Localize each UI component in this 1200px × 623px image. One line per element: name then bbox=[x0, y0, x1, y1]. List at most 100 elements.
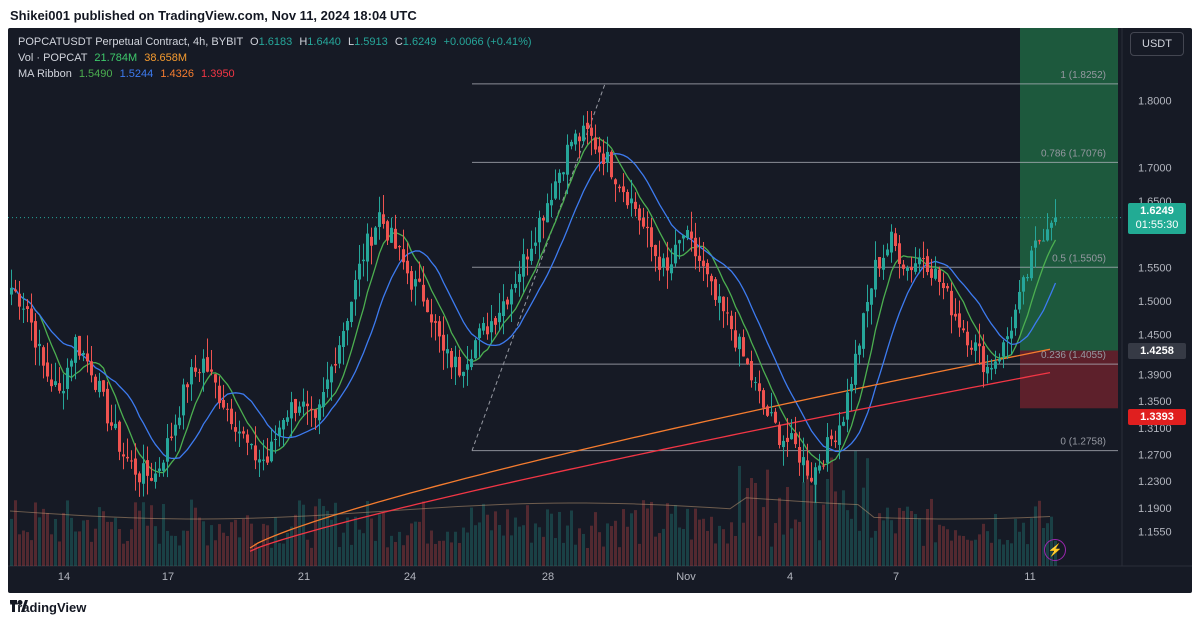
volume-bar bbox=[582, 533, 585, 566]
candle-body bbox=[1026, 277, 1029, 279]
candle-body bbox=[498, 312, 501, 323]
candle-body bbox=[438, 321, 441, 337]
candle-body bbox=[486, 326, 489, 335]
volume-bar bbox=[366, 501, 369, 566]
volume-bar bbox=[478, 522, 481, 566]
candle-body bbox=[946, 286, 949, 289]
volume-bar bbox=[294, 514, 297, 566]
candle-body bbox=[950, 290, 953, 316]
candle-body bbox=[214, 374, 217, 383]
candle-body bbox=[1018, 291, 1021, 310]
candle-body bbox=[682, 235, 685, 239]
candle-body bbox=[834, 440, 837, 443]
volume-bar bbox=[154, 526, 157, 566]
lightning-icon[interactable]: ⚡ bbox=[1044, 539, 1066, 561]
price-chart[interactable]: 1 (1.8252) 0.786 (1.7076) 0.5 (1.5505) 0.23… bbox=[8, 28, 1192, 593]
volume-bar bbox=[650, 501, 653, 566]
legend-ma-row: MA Ribbon 1.5490 1.5244 1.4326 1.3950 bbox=[18, 66, 532, 82]
volume-bar bbox=[10, 518, 13, 566]
volume-bar bbox=[994, 513, 997, 566]
candle-body bbox=[882, 257, 885, 270]
tradingview-logo-icon bbox=[10, 600, 28, 612]
chart-panel[interactable]: 1 (1.8252) 0.786 (1.7076) 0.5 (1.5505) 0.23… bbox=[8, 28, 1192, 593]
volume-bar bbox=[1026, 544, 1029, 566]
volume-bar bbox=[862, 487, 865, 566]
volume-bar bbox=[250, 523, 253, 566]
volume-bar bbox=[658, 533, 661, 566]
candle-body bbox=[342, 331, 345, 348]
price-tick-label: 1.3100 bbox=[1138, 423, 1172, 435]
candle-body bbox=[698, 255, 701, 262]
candle-body bbox=[414, 279, 417, 287]
legend-symbol-row: POPCATUSDT Perpetual Contract, 4h, BYBIT… bbox=[18, 34, 532, 50]
volume-bar bbox=[566, 525, 569, 566]
candle-body bbox=[422, 284, 425, 302]
volume-bar bbox=[826, 478, 829, 566]
candle-body bbox=[650, 227, 653, 247]
candle-body bbox=[90, 361, 93, 376]
volume-bar bbox=[594, 512, 597, 566]
currency-button[interactable]: USDT bbox=[1130, 32, 1184, 56]
volume-bar bbox=[30, 540, 33, 566]
volume-bar bbox=[662, 528, 665, 566]
candle-body bbox=[722, 296, 725, 312]
fib-level-label: 0.786 (1.7076) bbox=[1041, 148, 1106, 159]
volume-bar bbox=[618, 547, 621, 566]
candle-body bbox=[538, 217, 541, 243]
volume-bar bbox=[966, 539, 969, 566]
volume-bar bbox=[1018, 531, 1021, 566]
candle-body bbox=[814, 467, 817, 485]
volume-bar bbox=[810, 485, 813, 566]
candle-body bbox=[954, 313, 957, 317]
candle-body bbox=[902, 264, 905, 269]
volume-bar bbox=[578, 528, 581, 566]
volume-bar bbox=[762, 507, 765, 566]
candle-body bbox=[454, 356, 457, 368]
candle-body bbox=[734, 330, 737, 348]
volume-bar bbox=[570, 510, 573, 566]
candle-body bbox=[242, 431, 245, 434]
candle-body bbox=[82, 352, 85, 355]
target-zone bbox=[1020, 28, 1118, 351]
ma-ribbon-label: MA Ribbon bbox=[18, 68, 72, 80]
candle-body bbox=[18, 293, 21, 307]
candle-body bbox=[970, 347, 973, 350]
volume-bar bbox=[946, 529, 949, 566]
low-label: L bbox=[348, 36, 355, 48]
candle-body bbox=[382, 214, 385, 224]
candle-body bbox=[434, 321, 437, 323]
volume-bar bbox=[350, 544, 353, 566]
candle-body bbox=[338, 345, 341, 364]
chart-legend: POPCATUSDT Perpetual Contract, 4h, BYBIT… bbox=[18, 34, 532, 82]
candle-body bbox=[922, 258, 925, 260]
ma3-line bbox=[249, 348, 1051, 549]
volume-bar bbox=[290, 526, 293, 566]
ma1-value: 1.5490 bbox=[78, 68, 113, 80]
volume-bar bbox=[898, 507, 901, 566]
time-tick-label: 28 bbox=[542, 571, 554, 583]
candle-body bbox=[934, 268, 937, 279]
candle-body bbox=[670, 264, 673, 274]
volume-bar bbox=[674, 505, 677, 566]
candle-body bbox=[662, 258, 665, 268]
volume-bar bbox=[682, 529, 685, 566]
volume-bar bbox=[238, 537, 241, 566]
volume-bar bbox=[62, 512, 65, 566]
candle-body bbox=[218, 385, 221, 403]
volume-bar bbox=[734, 535, 737, 566]
volume-bar bbox=[538, 527, 541, 566]
candle-body bbox=[630, 198, 633, 204]
candle-body bbox=[614, 179, 617, 185]
volume-bar bbox=[202, 521, 205, 566]
volume-bar bbox=[186, 530, 189, 566]
volume-bar bbox=[554, 538, 557, 566]
candle-body bbox=[194, 367, 197, 372]
volume-bar bbox=[122, 543, 125, 566]
candle-body bbox=[10, 287, 13, 295]
candle-body bbox=[66, 367, 69, 389]
candle-body bbox=[470, 358, 473, 368]
volume-bar bbox=[434, 543, 437, 566]
candle-body bbox=[158, 468, 161, 472]
candle-body bbox=[990, 367, 993, 370]
candle-body bbox=[602, 153, 605, 165]
